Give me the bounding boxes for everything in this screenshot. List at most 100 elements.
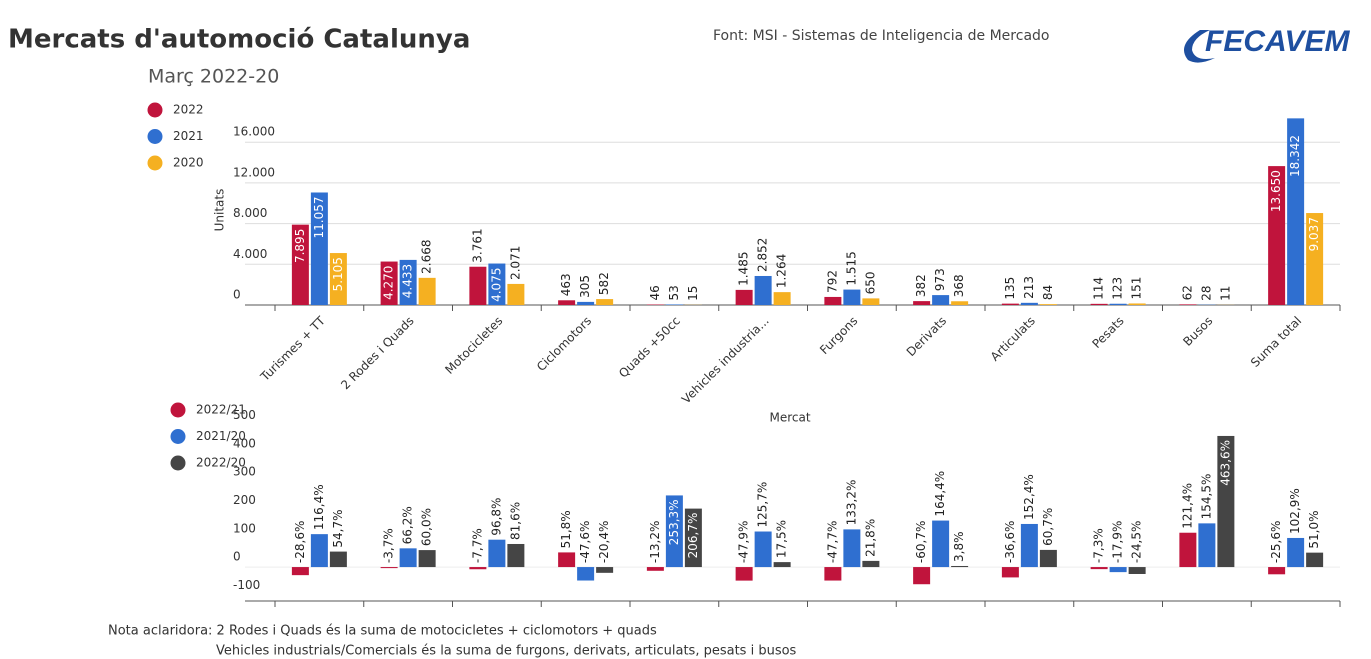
bar	[773, 292, 791, 305]
bar	[665, 495, 683, 568]
legend-label: 2022	[173, 103, 204, 117]
data-label: 13.650	[1269, 170, 1283, 212]
data-label: 123	[1111, 277, 1125, 300]
bar	[1268, 567, 1286, 575]
logo-swoosh	[1184, 30, 1215, 63]
legend-marker	[170, 455, 186, 471]
bar	[596, 567, 614, 573]
data-label: 135	[1003, 277, 1017, 300]
data-label: 154,5%	[1199, 474, 1213, 520]
data-label: 17,5%	[775, 520, 789, 558]
bar	[1128, 567, 1146, 574]
data-label: 792	[825, 270, 839, 293]
bar	[399, 259, 417, 305]
data-label: 60,0%	[420, 508, 434, 546]
bar	[1109, 303, 1127, 305]
y-tick-label: -100	[233, 578, 260, 592]
bar	[1306, 552, 1324, 568]
bar	[665, 304, 683, 305]
data-label: 7.895	[293, 229, 307, 263]
x-tick-label: Vehicles industria...	[679, 314, 772, 407]
source: Font: MSI - Sistemas de Inteligencia de …	[713, 28, 1049, 44]
bar	[596, 299, 614, 305]
bars	[291, 118, 1324, 305]
data-label: 151	[1130, 277, 1144, 300]
data-label: 2.852	[756, 238, 770, 272]
logo: FECAVEM	[1205, 25, 1350, 58]
bar	[1179, 304, 1197, 305]
data-label: -13,2%	[648, 521, 662, 563]
y-tick-label: 500	[233, 408, 256, 422]
bar	[1287, 118, 1305, 305]
data-label: 382	[914, 274, 928, 297]
data-label: 28	[1199, 285, 1213, 300]
bar	[684, 508, 702, 568]
bar	[558, 552, 576, 568]
y-axis-label: Unitats	[213, 189, 227, 232]
data-label: 46	[648, 285, 662, 300]
data-label: 253,3%	[667, 499, 681, 545]
bar	[418, 550, 436, 568]
bar	[735, 567, 753, 581]
legend-marker	[147, 129, 163, 144]
legend-marker	[147, 102, 163, 118]
bar	[951, 301, 969, 305]
x-tick-label: Quads +50cc	[616, 314, 683, 381]
data-label: 121,4%	[1180, 483, 1194, 529]
bar	[291, 567, 309, 576]
x-tick-label: Motocicletes	[442, 314, 505, 377]
bar	[754, 275, 772, 305]
data-label: -36,6%	[1003, 521, 1017, 563]
bar	[1198, 523, 1216, 568]
bar	[310, 192, 328, 305]
bar	[773, 562, 791, 568]
bar	[862, 560, 880, 568]
x-tick-label: Articulats	[988, 314, 1038, 364]
x-tick-label: Derivats	[904, 314, 949, 359]
y-tick-label: 100	[233, 521, 256, 535]
bar	[1020, 523, 1038, 568]
note: Vehicles industrials/Comercials és la su…	[216, 644, 797, 659]
bar	[735, 289, 753, 305]
bar	[1287, 537, 1305, 568]
y-tick-label: 400	[233, 436, 256, 450]
legend-marker	[170, 402, 186, 418]
x-tick-label: Suma total	[1248, 314, 1304, 370]
bar	[913, 567, 931, 585]
data-label: -25,6%	[1269, 521, 1283, 563]
legend-marker	[147, 155, 163, 171]
bar	[1020, 302, 1038, 305]
bar	[507, 283, 525, 305]
bar	[291, 224, 309, 305]
data-label: 18.342	[1288, 135, 1302, 177]
bar	[577, 301, 595, 305]
data-label: 21,8%	[863, 519, 877, 557]
x-tick-label: 2 Rodes i Quads	[338, 314, 417, 393]
bar	[399, 548, 417, 568]
bar	[932, 520, 950, 568]
note: Nota aclaridora: 2 Rodes i Quads és la s…	[108, 624, 657, 639]
data-label: 582	[597, 272, 611, 295]
bar	[1001, 303, 1019, 305]
bar	[1039, 304, 1057, 305]
legend-marker	[170, 429, 186, 444]
data-label: -3,7%	[382, 528, 396, 563]
data-label: -47,6%	[578, 521, 592, 563]
data-label: -47,7%	[825, 521, 839, 563]
x-tick-label: Busos	[1180, 314, 1215, 349]
data-label: 133,2%	[844, 480, 858, 526]
subtitle: Març 2022-20	[148, 66, 279, 88]
data-label: 54,7%	[331, 509, 345, 547]
bar	[951, 565, 969, 568]
bar	[329, 253, 347, 305]
data-label: 1.264	[775, 254, 789, 288]
bar	[1001, 567, 1019, 578]
bar	[862, 298, 880, 305]
data-label: -17,9%	[1111, 521, 1125, 563]
y-tick-label: 12.000	[233, 165, 275, 179]
data-label: 116,4%	[312, 484, 326, 530]
legend-label: 2022/21	[196, 403, 246, 417]
y-tick-label: 0	[233, 550, 241, 564]
bar	[1268, 166, 1286, 305]
data-label: 4.433	[401, 264, 415, 298]
